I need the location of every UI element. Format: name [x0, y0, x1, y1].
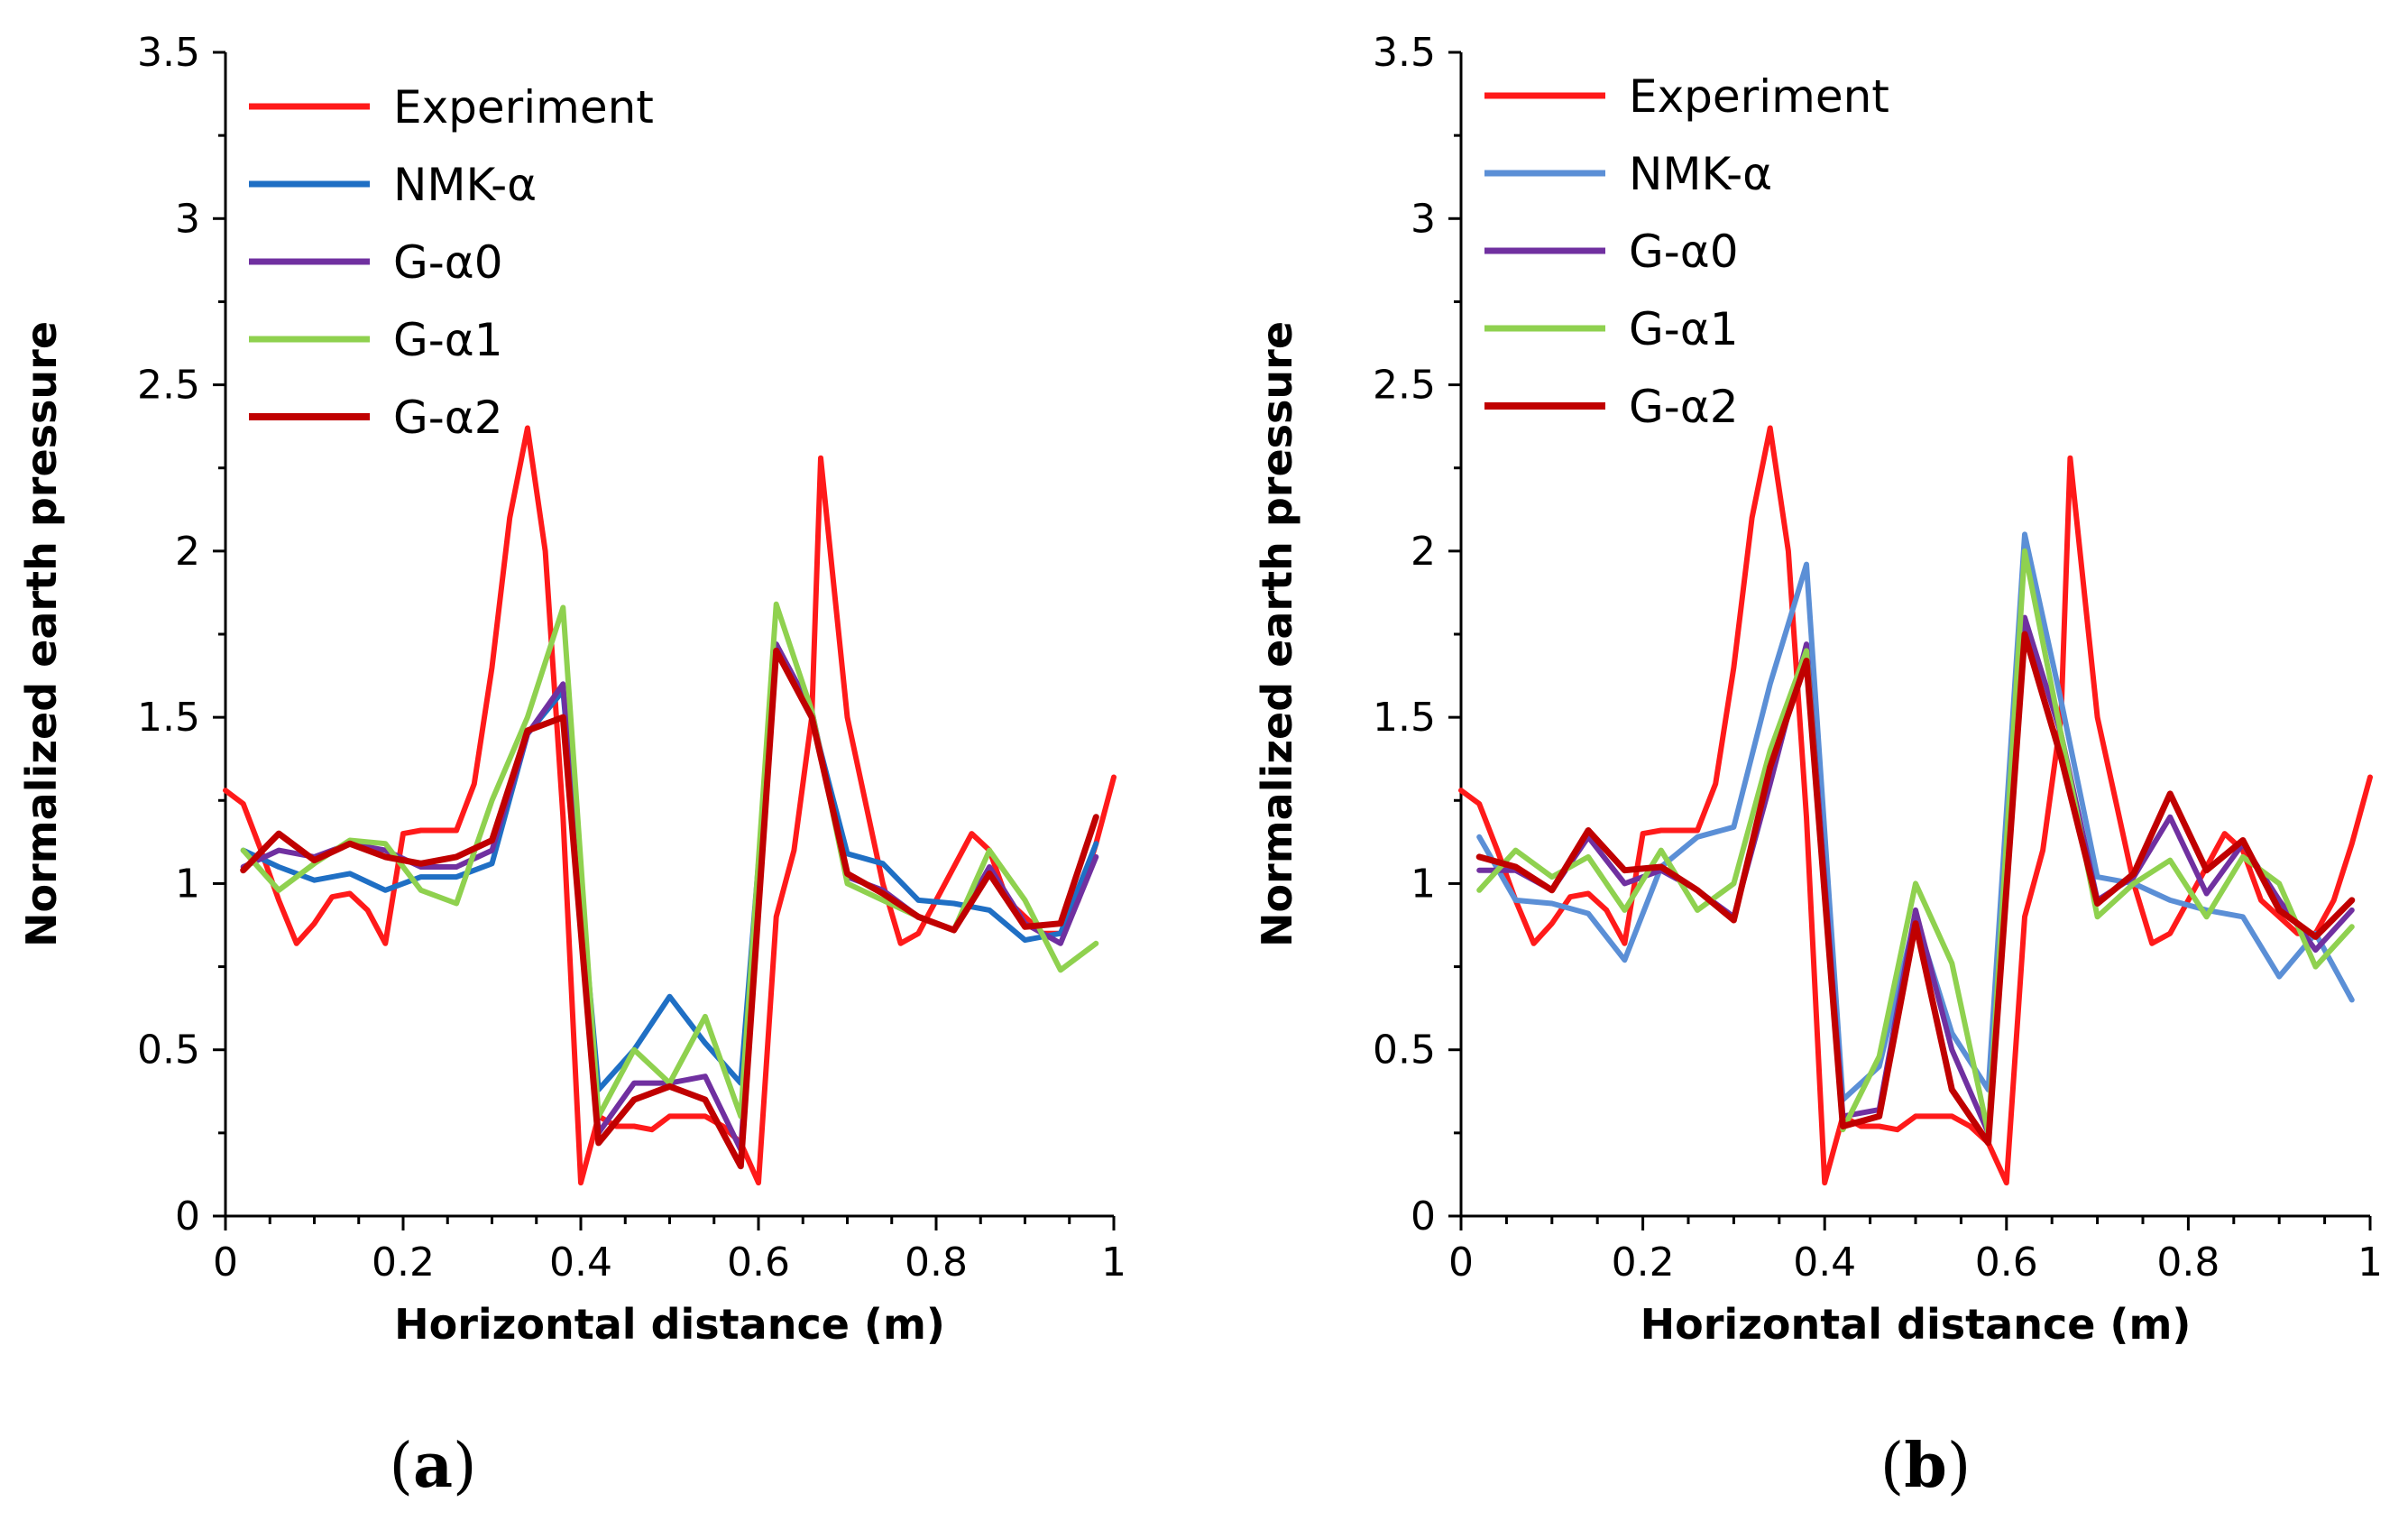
y-tick-label: 2.5 [137, 363, 200, 409]
x-tick-label: 0 [213, 1239, 238, 1286]
legend-label-g-alpha2: G-α2 [393, 392, 503, 444]
y-tick-label: 3 [1411, 196, 1436, 242]
x-tick-label: 0.6 [1975, 1239, 2038, 1286]
legend-label-nmk-alpha: NMK-α [1629, 148, 1772, 200]
series-line-g-alpha2 [240, 647, 1099, 1170]
x-axis-title: Horizontal distance (m) [394, 1300, 945, 1349]
panel-label: (b) [1880, 1430, 1971, 1502]
legend-label-g-alpha0: G-α0 [393, 236, 503, 289]
x-tick-label: 0.6 [727, 1239, 790, 1286]
chart-panel-b: 0 0.5 1 1.5 2 2.5 3 3.5 0 0.2 0.4 0.6 0.8 1 Horizontal… [1253, 30, 2383, 1502]
y-tick-label: 1 [175, 861, 200, 907]
y-axis-title: Normalized earth pressure [1253, 321, 1301, 947]
y-tick-label: 3.5 [1373, 30, 1436, 76]
x-tick-label: 0.2 [1612, 1239, 1675, 1286]
y-tick-label: 2 [1411, 529, 1436, 575]
y-tick-label: 1.5 [1373, 695, 1436, 741]
x-tick-label: 0.8 [905, 1239, 968, 1286]
y-tick-label: 1 [1411, 861, 1436, 907]
y-tick-label: 3.5 [137, 30, 200, 76]
legend-label-experiment: Experiment [393, 81, 654, 134]
x-tick-label: 0.4 [549, 1239, 612, 1286]
x-tick-label: 1 [2357, 1239, 2383, 1286]
series-line-experiment [223, 425, 1117, 1186]
y-tick-label: 1.5 [137, 695, 200, 741]
legend-label-g-alpha1: G-α1 [393, 314, 503, 366]
y-tick-label: 3 [175, 196, 200, 242]
x-tick-label: 1 [1101, 1239, 1126, 1286]
y-tick-label: 0 [175, 1193, 200, 1239]
y-tick-label: 0 [1411, 1193, 1436, 1239]
x-axis-title: Horizontal distance (m) [1641, 1300, 2192, 1349]
legend-label-g-alpha0: G-α0 [1629, 226, 1739, 278]
series-line-g-alpha0 [1476, 614, 2355, 1136]
legend-label-g-alpha2: G-α2 [1629, 381, 1739, 433]
x-tick-label: 0.2 [372, 1239, 435, 1286]
y-tick-label: 0.5 [1373, 1028, 1436, 1074]
y-tick-label: 0.5 [137, 1028, 200, 1074]
y-axis-title: Normalized earth pressure [17, 321, 66, 947]
x-tick-label: 0.8 [2156, 1239, 2220, 1286]
legend-label-experiment: Experiment [1629, 70, 1889, 123]
chart-panel-a: 0 0.5 1 1.5 2 2.5 3 3.5 0 0.2 0.4 0.6 0.8 1 Horizontal… [17, 30, 1126, 1502]
y-tick-label: 2.5 [1373, 363, 1436, 409]
y-tick-label: 2 [175, 529, 200, 575]
series-line-nmk-alpha [240, 641, 1099, 1092]
series-line-g-alpha2 [1475, 631, 2356, 1147]
legend-label-nmk-alpha: NMK-α [393, 159, 537, 211]
legend-label-g-alpha1: G-α1 [1629, 303, 1739, 355]
x-tick-label: 0 [1448, 1239, 1474, 1286]
panel-label: (a) [389, 1430, 476, 1502]
series-line-g-alpha1 [1476, 548, 2355, 1136]
series-line-nmk-alpha [1476, 531, 2355, 1102]
x-tick-label: 0.4 [1793, 1239, 1856, 1286]
series-line-g-alpha1 [240, 601, 1099, 1120]
series-line-experiment [1458, 425, 2373, 1186]
